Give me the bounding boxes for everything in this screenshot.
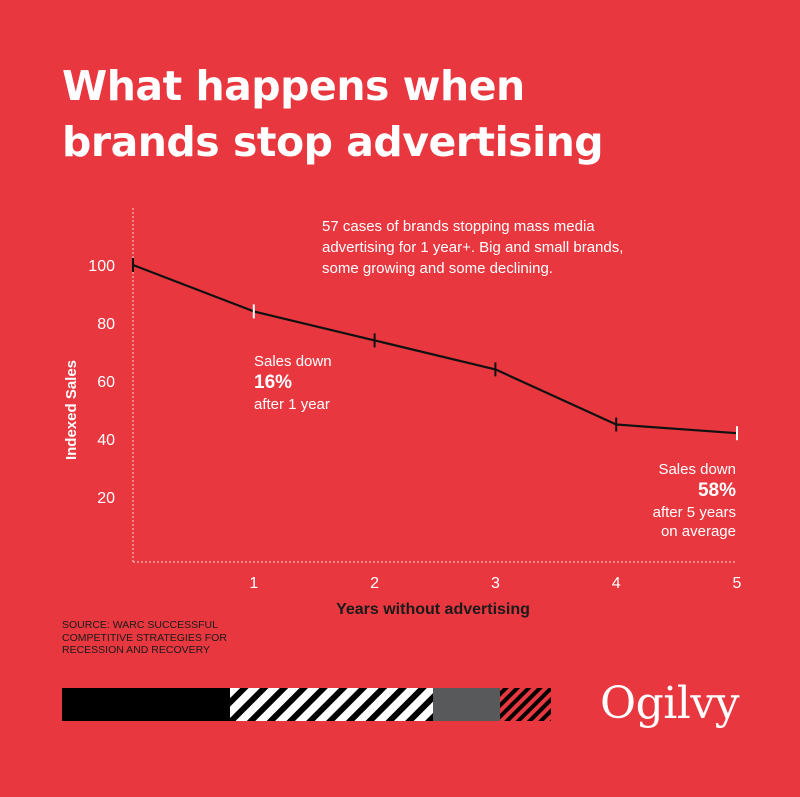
y-axis-label: Indexed Sales <box>63 360 80 460</box>
annotation-line-1: 57 cases of brands stopping mass media <box>322 218 595 235</box>
source-note: SOURCE: WARC SUCCESSFUL COMPETITIVE STRA… <box>62 619 272 657</box>
bar-segment-gray <box>433 688 500 721</box>
callout-1-label: Sales down <box>254 353 332 370</box>
chart-title: What happens when brands stop advertisin… <box>62 58 742 170</box>
ogilvy-logo: Ogilvy <box>600 678 740 729</box>
y-tick-label: 80 <box>97 316 115 333</box>
x-tick-label: 3 <box>491 575 500 592</box>
x-axis-label: Years without advertising <box>336 601 530 618</box>
chart-annotation: 57 cases of brands stopping mass media a… <box>322 216 702 279</box>
source-line-3: RECESSION AND RECOVERY <box>62 644 211 656</box>
tick-labels: 20 40 60 80 100 1 2 3 4 5 <box>88 258 741 592</box>
x-tick-label: 2 <box>370 575 379 592</box>
bar-segment-black <box>62 688 230 721</box>
callout-2-caption: after 5 years <box>652 504 736 521</box>
annotation-line-2: advertising for 1 year+. Big and small b… <box>322 239 624 256</box>
annotation-line-3: some growing and some declining. <box>322 260 553 277</box>
callout-2-value: 58% <box>697 480 736 501</box>
series-sales <box>132 258 738 441</box>
callout-1-value: 16% <box>254 372 293 393</box>
callout-1-caption: after 1 year <box>254 396 330 413</box>
y-tick-label: 20 <box>97 490 115 507</box>
callout-2-caption-2: on average <box>660 523 736 540</box>
callout-year-1: Sales down 16% after 1 year <box>254 352 332 414</box>
title-line-1: What happens when <box>62 62 525 110</box>
y-tick-label: 100 <box>88 258 115 275</box>
chart-axes <box>132 208 737 563</box>
bar-segment-thin-stripes <box>500 688 551 721</box>
y-tick-label: 60 <box>97 374 115 391</box>
source-line-2: COMPETITIVE STRATEGIES FOR <box>62 631 227 644</box>
title-line-2: brands stop advertising <box>62 118 604 166</box>
x-tick-label: 4 <box>612 575 621 592</box>
bar-segment-stripes <box>230 688 433 721</box>
x-tick-label: 5 <box>733 575 742 592</box>
brand-stripe-bar <box>62 688 551 721</box>
y-tick-label: 40 <box>97 432 115 449</box>
callout-2-label: Sales down <box>658 461 736 478</box>
source-line-1: SOURCE: WARC SUCCESSFUL <box>62 619 218 631</box>
series-line <box>132 263 738 435</box>
callout-year-5: Sales down 58% after 5 years on average <box>653 460 736 541</box>
x-tick-label: 1 <box>249 575 258 592</box>
